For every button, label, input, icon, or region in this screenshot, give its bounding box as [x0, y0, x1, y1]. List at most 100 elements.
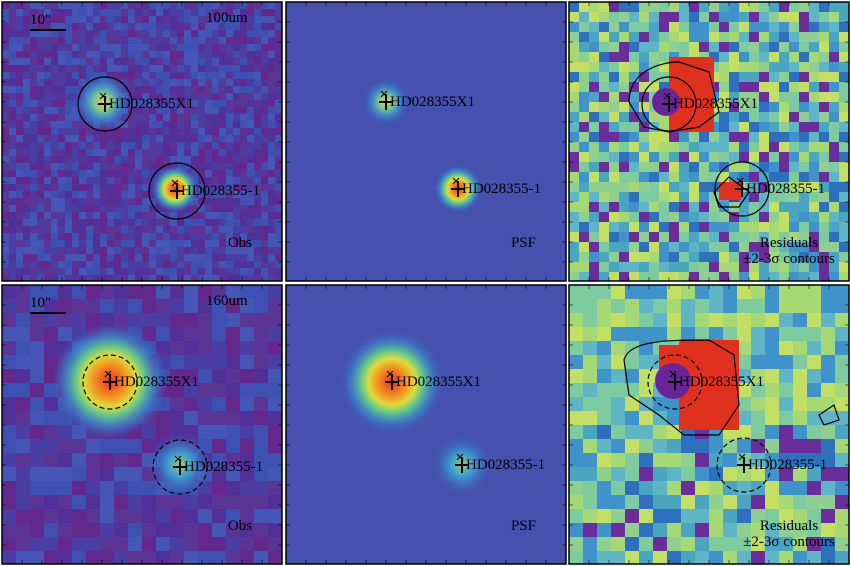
- pixel: [619, 152, 630, 163]
- pixel: [30, 369, 45, 384]
- pixel: [128, 240, 136, 248]
- pixel: [107, 219, 115, 227]
- pixel: [51, 37, 59, 45]
- pixel: [37, 121, 45, 129]
- panel-label: Residuals: [760, 518, 818, 534]
- pixel: [184, 156, 192, 164]
- pixel: [275, 16, 282, 24]
- pixel: [44, 299, 59, 314]
- pixel: [254, 114, 262, 122]
- pixel: [749, 32, 760, 43]
- pixel: [599, 272, 610, 281]
- pixel: [65, 30, 73, 38]
- pixel: [821, 341, 836, 356]
- pixel: [226, 369, 241, 384]
- pixel: [142, 226, 150, 234]
- pixel: [72, 247, 80, 255]
- pixel: [233, 156, 241, 164]
- pixel: [240, 156, 248, 164]
- pixel: [170, 226, 178, 234]
- pixel: [240, 58, 248, 66]
- pixel: [821, 355, 836, 370]
- pixel: [142, 523, 157, 538]
- pixel: [835, 551, 849, 564]
- pixel: [149, 156, 157, 164]
- pixel: [163, 128, 171, 136]
- pixel: [793, 397, 808, 412]
- pixel: [809, 92, 820, 103]
- pixel: [240, 9, 248, 17]
- pixel: [611, 439, 626, 454]
- pixel: [583, 537, 598, 552]
- pixel: [799, 272, 810, 281]
- pixel: [135, 261, 143, 269]
- pixel: [599, 132, 610, 143]
- pixel: [72, 254, 80, 262]
- pixel: [829, 192, 840, 203]
- pixel: [759, 112, 770, 123]
- pixel: [170, 233, 178, 241]
- pixel: [44, 177, 52, 185]
- pixel: [839, 172, 849, 183]
- pixel: [779, 397, 794, 412]
- pixel: [2, 439, 17, 454]
- pixel: [669, 212, 680, 223]
- pixel: [669, 22, 680, 33]
- pixel: [212, 425, 227, 440]
- pixel: [268, 240, 276, 248]
- pixel: [268, 184, 276, 192]
- pixel: [212, 177, 220, 185]
- pixel: [247, 58, 255, 66]
- pixel: [58, 9, 66, 17]
- pixel: [51, 142, 59, 150]
- pixel: [829, 42, 840, 53]
- pixel: [23, 51, 31, 59]
- pixel: [789, 92, 800, 103]
- pixel: [589, 182, 600, 193]
- pixel: [689, 2, 700, 13]
- pixel: [58, 240, 66, 248]
- pixel: [625, 509, 640, 524]
- pixel: [254, 30, 262, 38]
- pixel: [177, 79, 185, 87]
- pixel: [205, 128, 213, 136]
- pixel: [170, 355, 185, 370]
- pixel: [142, 2, 150, 10]
- pixel: [639, 182, 650, 193]
- pixel: [163, 254, 171, 262]
- pixel: [219, 107, 227, 115]
- pixel: [100, 65, 108, 73]
- pixel: [261, 205, 269, 213]
- pixel: [254, 261, 262, 269]
- pixel: [30, 411, 45, 426]
- pixel: [149, 135, 157, 143]
- pixel: [170, 268, 178, 276]
- pixel: [240, 149, 248, 157]
- pixel: [121, 275, 129, 281]
- pixel: [44, 523, 59, 538]
- pixel: [9, 135, 17, 143]
- pixel: [653, 327, 668, 342]
- pixel: [809, 172, 820, 183]
- pixel: [170, 240, 178, 248]
- pixel: [226, 58, 234, 66]
- pixel: [839, 32, 849, 43]
- pixel: [30, 226, 38, 234]
- pixel: [268, 285, 282, 300]
- pixel: [769, 242, 780, 253]
- pixel: [205, 142, 213, 150]
- pixel: [135, 128, 143, 136]
- pixel: [226, 233, 234, 241]
- pixel: [72, 509, 87, 524]
- pixel: [219, 226, 227, 234]
- pixel: [667, 411, 682, 426]
- pixel: [114, 219, 122, 227]
- pixel: [779, 383, 794, 398]
- pixel: [16, 114, 24, 122]
- pixel: [212, 100, 220, 108]
- pixel: [16, 9, 24, 17]
- pixel: [779, 252, 790, 263]
- pixel: [569, 162, 580, 173]
- pixel: [739, 262, 750, 273]
- pixel: [128, 2, 136, 10]
